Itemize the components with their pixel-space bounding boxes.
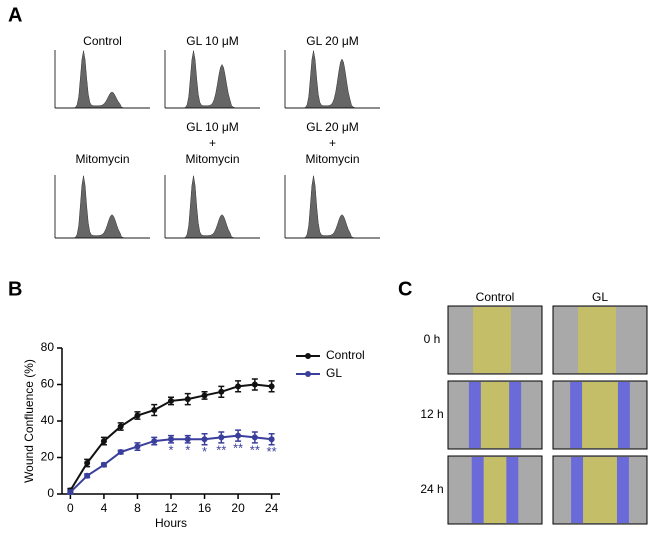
wound-area: [480, 382, 510, 448]
data-point: [84, 472, 91, 479]
histogram-title: GL 20 μM: [306, 34, 359, 48]
histogram-image: [165, 50, 260, 109]
cell-front: [571, 457, 584, 523]
x-axis-label: Hours: [155, 516, 187, 530]
histogram-image: [55, 50, 150, 109]
y-tick-label: 20: [41, 450, 55, 464]
y-tick-label: 60: [41, 377, 55, 391]
significance-label: **: [250, 442, 260, 457]
histogram-title: GL 20 μM: [306, 120, 359, 134]
significance-label: **: [216, 442, 226, 457]
histogram-title: GL 10 μM: [186, 120, 239, 134]
histograms: Control GL 10 μM GL 20 μM Mitomycin GL 10 μM…: [54, 34, 380, 239]
histogram-title: Control: [83, 34, 122, 48]
data-point: [218, 388, 225, 395]
column-label: GL: [592, 290, 608, 304]
significance-label: *: [202, 444, 207, 459]
cell-front: [570, 382, 583, 448]
data-point: [168, 436, 174, 443]
x-tick-label: 24: [265, 501, 279, 515]
data-point: [134, 443, 141, 450]
histogram-title: Mitomycin: [75, 152, 129, 166]
data-point: [67, 489, 74, 496]
data-point: [184, 396, 191, 403]
column-label: Control: [476, 290, 515, 304]
legend-marker: [305, 371, 311, 377]
histogram-title: Mitomycin: [305, 152, 359, 166]
histogram-image: [285, 50, 380, 109]
legend-label: GL: [326, 366, 342, 380]
y-axis-label: Wound Confluence (%): [22, 359, 36, 483]
data-point: [268, 436, 275, 443]
row-label: 0 h: [424, 332, 441, 346]
x-tick-label: 20: [231, 501, 245, 515]
cell-front: [468, 382, 481, 448]
data-point: [251, 381, 258, 388]
x-tick-label: 0: [67, 501, 74, 515]
data-point: [117, 449, 124, 456]
y-tick-label: 40: [41, 413, 55, 427]
legend-label: Control: [326, 348, 365, 362]
row-label: 12 h: [420, 407, 443, 421]
histogram-title: +: [329, 136, 336, 150]
data-point: [251, 434, 258, 441]
line-chart: 0 20 40 60 80 0 4 8 12 16 20 24 Hours Wound Confluenc…: [22, 340, 365, 530]
wound-area: [473, 307, 511, 373]
data-point: [218, 434, 225, 441]
y-tick-label: 0: [47, 486, 54, 500]
cell-front: [509, 382, 522, 448]
wound-area: [483, 457, 507, 523]
cell-front: [616, 457, 629, 523]
data-point: [151, 407, 158, 414]
significance-label: **: [233, 441, 243, 456]
x-tick-label: 4: [101, 501, 108, 515]
data-point: [151, 438, 158, 445]
histogram-image: [285, 175, 380, 239]
histogram-image: [55, 175, 150, 239]
panel-label: B: [8, 278, 22, 300]
data-point: [117, 423, 124, 430]
significance-label: **: [267, 444, 277, 459]
significance-label: *: [185, 442, 190, 457]
row-label: 24 h: [420, 482, 443, 496]
cell-front: [471, 457, 484, 523]
cell-front: [506, 457, 519, 523]
histogram-title: Mitomycin: [185, 152, 239, 166]
legend-marker: [305, 353, 311, 359]
wound-area: [583, 457, 617, 523]
data-point: [201, 392, 208, 399]
histogram-title: GL 10 μM: [186, 34, 239, 48]
data-point: [268, 383, 275, 390]
histogram-title: +: [209, 136, 216, 150]
wound-images: Control GL 0 h 12 h 24 h: [420, 290, 648, 525]
data-point: [134, 412, 141, 419]
histogram-image: [165, 175, 260, 239]
wound-area: [582, 382, 618, 448]
data-point: [184, 436, 191, 443]
panel-label: C: [398, 278, 412, 300]
data-point: [100, 461, 107, 468]
x-tick-label: 12: [164, 501, 178, 515]
data-point: [201, 436, 208, 443]
cell-front: [617, 382, 630, 448]
data-point: [168, 397, 174, 404]
x-tick-label: 8: [134, 501, 141, 515]
x-tick-label: 16: [198, 501, 212, 515]
data-point: [235, 383, 242, 390]
wound-area: [578, 307, 616, 373]
data-point: [235, 432, 242, 439]
data-point: [84, 459, 91, 466]
data-point: [100, 438, 107, 445]
significance-label: *: [168, 442, 173, 457]
panel-label: A: [8, 4, 22, 26]
y-tick-label: 80: [41, 340, 55, 354]
